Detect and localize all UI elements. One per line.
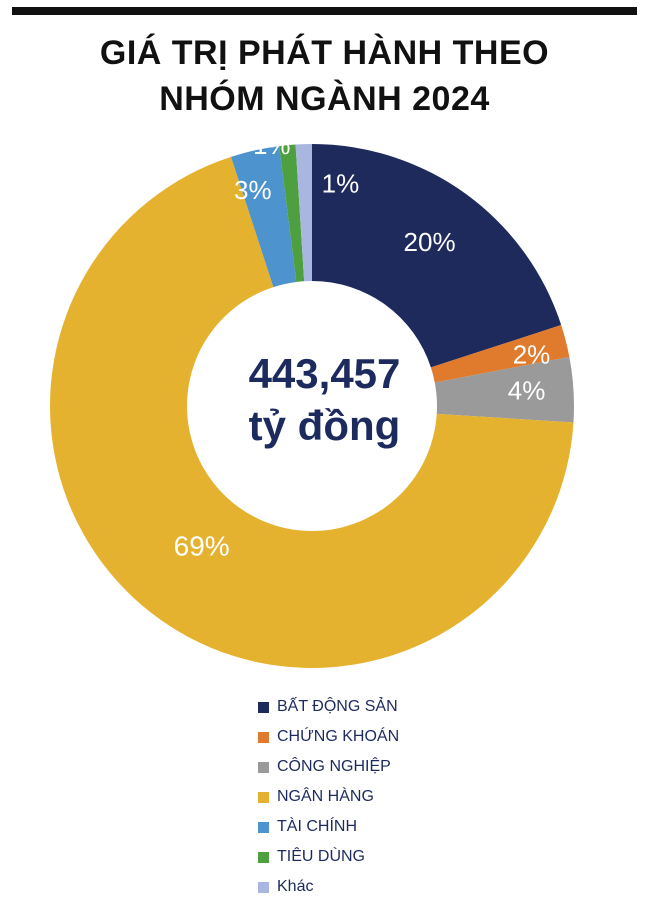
legend-swatch — [258, 821, 269, 833]
legend-swatch — [258, 761, 269, 773]
legend-item: Khác — [258, 872, 399, 902]
legend-label: TÀI CHÍNH — [277, 818, 357, 835]
legend-swatch — [258, 851, 269, 863]
donut-chart: 20% 2% 4% 69% 3% 1% 1% — [50, 130, 574, 668]
legend-swatch — [258, 701, 269, 713]
total-value: 443,457 — [248, 350, 401, 397]
chart-title-line-2: NHÓM NGÀNH 2024 — [159, 80, 490, 118]
legend-label: Khác — [277, 878, 314, 895]
slice-label-2: 4% — [508, 375, 546, 405]
slice-5 — [279, 144, 305, 282]
slice-label-4: 3% — [234, 175, 272, 205]
slice-3 — [50, 156, 574, 668]
legend-label: TIÊU DÙNG — [277, 848, 365, 865]
total-unit: tỷ đồng — [248, 402, 401, 449]
legend-swatch — [258, 731, 269, 743]
legend-item: CHỨNG KHOÁN — [258, 722, 399, 752]
slice-2 — [434, 356, 574, 423]
top-rule — [12, 7, 637, 15]
slice-label-1: 2% — [513, 339, 551, 369]
legend-item: BẤT ĐỘNG SẢN — [258, 692, 399, 722]
legend-label: CHỨNG KHOÁN — [277, 728, 400, 745]
legend-label: CÔNG NGHIỆP — [277, 758, 391, 775]
slice-0 — [312, 144, 562, 368]
chart-title-line-1: GIÁ TRỊ PHÁT HÀNH THEO — [99, 34, 550, 72]
legend-label: NGÂN HÀNG — [277, 788, 374, 805]
slice-label-0: 20% — [404, 227, 456, 257]
legend-swatch — [258, 881, 269, 893]
slice-label-6: 1% — [322, 169, 360, 199]
legend-item: TIÊU DÙNG — [258, 842, 399, 872]
legend-item: NGÂN HÀNG — [258, 782, 399, 812]
chart-legend: BẤT ĐỘNG SẢN CHỨNG KHOÁN CÔNG NGHIỆP NGÂN H… — [258, 692, 399, 902]
slice-label-5: 1% — [253, 130, 291, 160]
slice-1 — [430, 325, 570, 383]
legend-item: CÔNG NGHIỆP — [258, 752, 399, 782]
legend-label: BẤT ĐỘNG SẢN — [277, 698, 398, 715]
slice-label-3: 69% — [174, 531, 230, 562]
legend-swatch — [258, 791, 269, 803]
chart-title: GIÁ TRỊ PHÁT HÀNH THEO NHÓM NGÀNH 2024 — [0, 30, 649, 122]
slice-4 — [231, 146, 297, 288]
slice-6 — [295, 144, 312, 282]
legend-item: TÀI CHÍNH — [258, 812, 399, 842]
